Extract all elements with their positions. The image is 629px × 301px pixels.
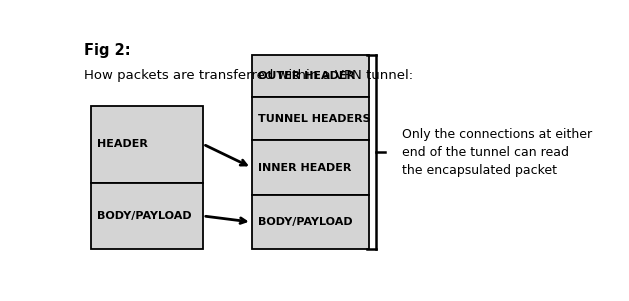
Bar: [91, 106, 203, 182]
Bar: [91, 182, 203, 249]
Text: BODY/PAYLOAD: BODY/PAYLOAD: [97, 211, 192, 221]
Text: OUTER HEADER: OUTER HEADER: [258, 71, 355, 81]
Text: HEADER: HEADER: [97, 139, 148, 149]
Text: How packets are transferred within a VPN tunnel:: How packets are transferred within a VPN…: [84, 69, 414, 82]
Text: BODY/PAYLOAD: BODY/PAYLOAD: [258, 217, 353, 227]
Bar: [252, 195, 369, 249]
Text: INNER HEADER: INNER HEADER: [258, 163, 352, 172]
Bar: [252, 98, 369, 140]
Text: TUNNEL HEADERS: TUNNEL HEADERS: [258, 114, 370, 124]
Bar: [252, 55, 369, 98]
Bar: [252, 140, 369, 195]
Text: Fig 2:: Fig 2:: [84, 43, 131, 58]
Text: Only the connections at either
end of the tunnel can read
the encapsulated packe: Only the connections at either end of th…: [402, 128, 592, 176]
